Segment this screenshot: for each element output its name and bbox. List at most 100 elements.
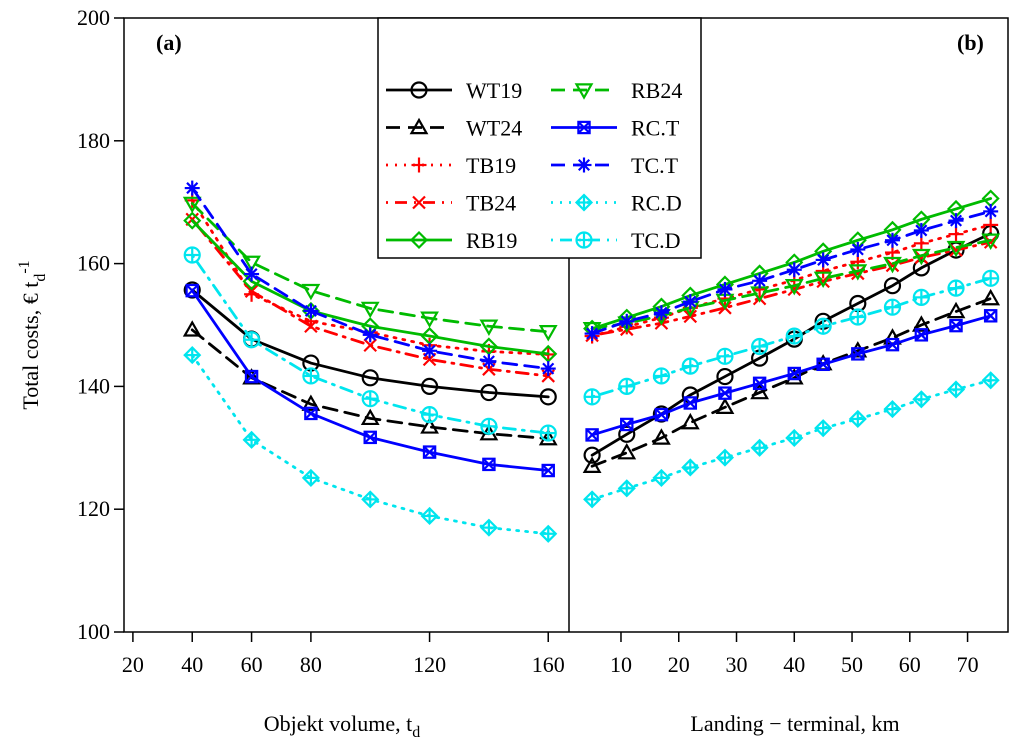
marker-a-RC.T-d2	[363, 430, 377, 444]
legend-item-TB24: TB24	[386, 191, 516, 216]
marker-b-TC.T-d2	[788, 263, 801, 276]
series-b-RC.D	[583, 371, 1000, 509]
marker-a-WT24	[242, 368, 261, 385]
marker-a-RC.T-d2	[541, 464, 555, 477]
marker-b-RB24	[981, 233, 1001, 250]
x-tick-label-b: 50	[841, 652, 863, 677]
marker-a-RC.T-d2	[245, 370, 258, 383]
marker-b-WT24	[715, 397, 735, 415]
marker-b-WT24	[680, 412, 700, 430]
x-axis-title-a-main: Objekt volume, t	[264, 711, 412, 736]
marker-b-WT19	[618, 425, 636, 443]
legend: WT19 WT24 TB19 TB24 RB19 RB24 RC.T TC.T RC.D TC.D	[377, 17, 702, 259]
legend-label-TB24: TB24	[466, 191, 516, 216]
x-tick-label-a: 60	[241, 652, 263, 677]
marker-b-WT19	[583, 446, 601, 464]
marker-a-TB24-d2	[244, 284, 259, 299]
y-axis-title: Total costs, € td-1	[16, 260, 49, 409]
series-b-WT19	[583, 224, 1000, 464]
marker-b-WT19	[912, 259, 930, 277]
marker-b-RC.T	[585, 428, 599, 442]
y-tick-label: 180	[77, 128, 110, 153]
marker-b-TC.T-d2	[915, 224, 928, 237]
marker-a-RB19	[183, 211, 202, 230]
marker-a-RC.T-d2	[185, 284, 199, 298]
legend-box	[377, 17, 702, 259]
marker-b-RC.T	[752, 376, 767, 391]
legend-item-TB19: TB19	[386, 153, 516, 178]
legend-label-TC.T: TC.T	[631, 153, 679, 178]
marker-b-TB24-d2	[983, 235, 998, 249]
x-tick-label-b: 30	[726, 652, 748, 677]
x-tick-label-b: 40	[783, 652, 805, 677]
legend-label-TB19: TB19	[466, 153, 516, 178]
marker-b-TC.T-d2	[620, 315, 633, 328]
marker-b-RB24	[784, 278, 804, 296]
marker-b-RB24	[911, 248, 931, 266]
legend-marker-RC.T	[577, 120, 591, 135]
marker-a-RB24	[182, 196, 202, 214]
marker-b-RC.T	[914, 328, 929, 342]
marker-b-TC.T-d2	[817, 253, 830, 266]
legend-item-RB24: RB24	[551, 78, 682, 103]
marker-b-RC.T	[983, 309, 998, 323]
marker-b-RC.T	[851, 347, 865, 361]
marker-b-WT24	[946, 301, 966, 319]
marker-a-TB24-d2	[363, 338, 378, 353]
marker-b-RC.T	[620, 417, 634, 432]
x-tick-label-b: 60	[899, 652, 921, 677]
marker-a-TC.T-d2	[186, 182, 199, 195]
marker-a-WT19	[539, 388, 557, 406]
marker-a-WT24	[420, 417, 439, 434]
marker-a-TC.T-d2	[245, 268, 258, 281]
marker-a-WT19	[480, 383, 498, 402]
marker-b-RB24	[848, 264, 868, 281]
marker-a-WT24	[301, 394, 321, 411]
marker-b-RC.T	[885, 337, 900, 352]
legend-label-RB19: RB19	[466, 228, 517, 253]
marker-b-RC.T-d2	[787, 367, 801, 380]
legend-marker-WT19	[410, 81, 428, 99]
marker-a-WT24	[538, 428, 558, 446]
marker-a-RB24	[538, 325, 558, 342]
marker-a-RC.T	[185, 283, 199, 298]
marker-a-WT19	[183, 281, 201, 299]
legend-item-TC.D: TC.D	[551, 228, 681, 253]
marker-b-RC.T-d2	[753, 376, 767, 390]
marker-b-RC.T	[683, 396, 698, 410]
marker-a-RB24	[301, 283, 321, 301]
y-axis-title-main: Total costs, € t	[18, 282, 43, 410]
marker-b-RC.T	[718, 386, 732, 400]
legend-marker-RC.T-d2	[577, 121, 591, 134]
marker-b-RC.T-d2	[984, 309, 998, 323]
legend-item-RC.T: RC.T	[551, 116, 680, 141]
y-tick-label: 160	[77, 251, 110, 276]
marker-b-RB24	[883, 256, 902, 274]
marker-b-WT24	[750, 382, 770, 400]
series-a-RB24	[182, 196, 558, 342]
legend-item-RC.D: RC.D	[551, 191, 682, 216]
legend-label-WT19: WT19	[466, 78, 522, 103]
x-tick-label-a: 20	[122, 652, 144, 677]
series-a-RC.D	[183, 346, 558, 543]
series-a-TC.D	[183, 246, 557, 442]
series-line-b-RC.D	[590, 378, 993, 501]
marker-a-TC.T-d2	[482, 355, 495, 368]
series-b-TC.T	[584, 203, 999, 342]
x-tick-label-a: 40	[181, 652, 203, 677]
marker-a-RC.T	[422, 445, 437, 459]
marker-b-TC.T-d2	[886, 234, 899, 247]
y-tick-label: 140	[77, 373, 110, 398]
legend-marker-TC.T-d2	[577, 158, 591, 172]
legend-marker-TB24-d2	[412, 195, 426, 210]
marker-b-TC.T-d2	[655, 306, 668, 319]
legend-label-RB24: RB24	[631, 78, 682, 103]
marker-a-WT19	[420, 377, 439, 395]
x-tick-label-b: 70	[957, 652, 979, 677]
y-axis-title-sup: -1	[16, 260, 33, 273]
marker-b-WT24	[652, 428, 671, 445]
series-a-TC.T	[184, 180, 556, 377]
series-line-a-RB24	[190, 202, 550, 334]
legend-item-WT19: WT19	[386, 78, 522, 103]
